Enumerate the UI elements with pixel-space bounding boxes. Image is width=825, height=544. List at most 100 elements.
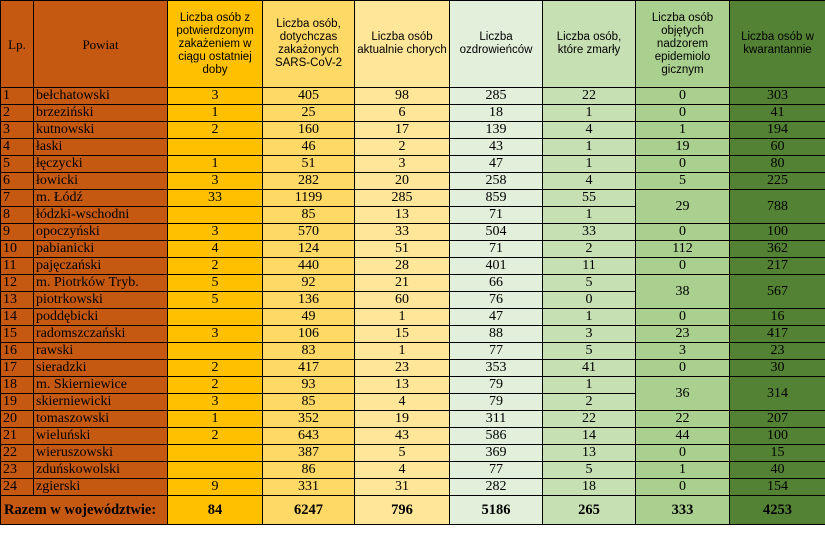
table-body: 1 bełchatowski 3 405 98 285 22 0 303 2 brzeziński 1… <box>0 87 825 496</box>
cell-died: 1 <box>542 138 636 156</box>
cell-recovered: 71 <box>449 206 543 224</box>
cell-lp: 17 <box>0 359 34 377</box>
cell-powiat: zduńskowolski <box>33 461 168 479</box>
cell-powiat: brzeziński <box>33 104 168 122</box>
cell-lp: 20 <box>0 410 34 428</box>
cell-currently-ill: 31 <box>354 478 450 496</box>
cell-recovered: 401 <box>449 257 543 275</box>
cell-confirmed-24h <box>167 461 263 479</box>
total-died: 265 <box>542 495 636 525</box>
cell-confirmed-24h: 1 <box>167 410 263 428</box>
cell-quarantine: 567 <box>729 274 825 309</box>
table-row: 2 brzeziński 1 25 6 18 1 0 41 <box>0 104 825 122</box>
table-row: 9 opoczyński 3 570 33 504 33 0 100 <box>0 223 825 241</box>
cell-epi-supervision: 0 <box>635 87 730 105</box>
cell-quarantine: 154 <box>729 478 825 496</box>
total-label: Razem w województwie: <box>0 495 168 525</box>
cell-recovered: 71 <box>449 240 543 258</box>
cell-quarantine: 80 <box>729 155 825 173</box>
cell-currently-ill: 13 <box>354 206 450 224</box>
cell-confirmed-24h: 5 <box>167 291 263 309</box>
cell-epi-supervision: 5 <box>635 172 730 190</box>
cell-quarantine: 362 <box>729 240 825 258</box>
cell-epi-supervision: 19 <box>635 138 730 156</box>
cell-lp: 18 <box>0 376 34 394</box>
cell-powiat: m. Skierniewice <box>33 376 168 394</box>
cell-recovered: 859 <box>449 189 543 207</box>
cell-infected-total: 51 <box>262 155 355 173</box>
cell-recovered: 66 <box>449 274 543 292</box>
cell-infected-total: 643 <box>262 427 355 445</box>
cell-quarantine: 194 <box>729 121 825 139</box>
cell-currently-ill: 15 <box>354 325 450 343</box>
cell-currently-ill: 23 <box>354 359 450 377</box>
table-row: 20 tomaszowski 1 352 19 311 22 22 207 <box>0 410 825 428</box>
cell-currently-ill: 6 <box>354 104 450 122</box>
cell-currently-ill: 33 <box>354 223 450 241</box>
cell-confirmed-24h: 2 <box>167 359 263 377</box>
cell-currently-ill: 13 <box>354 376 450 394</box>
cell-recovered: 79 <box>449 393 543 411</box>
header-quarantine: Liczba osób w kwarantannie <box>729 0 825 88</box>
cell-powiat: poddębicki <box>33 308 168 326</box>
cell-recovered: 77 <box>449 461 543 479</box>
cell-infected-total: 92 <box>262 274 355 292</box>
cell-confirmed-24h: 1 <box>167 155 263 173</box>
cell-lp: 7 <box>0 189 34 207</box>
total-recovered: 5186 <box>449 495 543 525</box>
cell-epi-supervision: 29 <box>635 189 730 224</box>
cell-recovered: 139 <box>449 121 543 139</box>
cell-infected-total: 85 <box>262 206 355 224</box>
cell-lp: 8 <box>0 206 34 224</box>
cell-confirmed-24h: 2 <box>167 121 263 139</box>
cell-quarantine: 15 <box>729 444 825 462</box>
cell-powiat: łowicki <box>33 172 168 190</box>
cell-died: 33 <box>542 223 636 241</box>
cell-currently-ill: 60 <box>354 291 450 309</box>
cell-confirmed-24h: 3 <box>167 393 263 411</box>
cell-died: 22 <box>542 410 636 428</box>
cell-recovered: 353 <box>449 359 543 377</box>
cell-lp: 4 <box>0 138 34 156</box>
cell-infected-total: 136 <box>262 291 355 309</box>
cell-quarantine: 23 <box>729 342 825 360</box>
cell-powiat: zgierski <box>33 478 168 496</box>
cell-epi-supervision: 23 <box>635 325 730 343</box>
cell-died: 14 <box>542 427 636 445</box>
cell-lp: 12 <box>0 274 34 292</box>
total-currently-ill: 796 <box>354 495 450 525</box>
cell-powiat: pajęczański <box>33 257 168 275</box>
header-infected-total: Liczba osób, dotychczas zakażonych SARS-… <box>262 0 355 88</box>
cell-lp: 21 <box>0 427 34 445</box>
cell-died: 18 <box>542 478 636 496</box>
cell-currently-ill: 20 <box>354 172 450 190</box>
cell-lp: 5 <box>0 155 34 173</box>
cell-recovered: 285 <box>449 87 543 105</box>
header-row: Lp. Powiat Liczba osób z potwierdzonym z… <box>0 0 825 88</box>
header-currently-ill: Liczba osób aktualnie chorych <box>354 0 450 88</box>
cell-infected-total: 440 <box>262 257 355 275</box>
cell-died: 1 <box>542 308 636 326</box>
cell-infected-total: 106 <box>262 325 355 343</box>
cell-infected-total: 25 <box>262 104 355 122</box>
cell-quarantine: 788 <box>729 189 825 224</box>
cell-powiat: bełchatowski <box>33 87 168 105</box>
cell-powiat: tomaszowski <box>33 410 168 428</box>
table-row: 1 bełchatowski 3 405 98 285 22 0 303 <box>0 87 825 105</box>
cell-died: 1 <box>542 206 636 224</box>
cell-died: 5 <box>542 342 636 360</box>
cell-lp: 2 <box>0 104 34 122</box>
cell-infected-total: 331 <box>262 478 355 496</box>
cell-quarantine: 314 <box>729 376 825 411</box>
cell-epi-supervision: 3 <box>635 342 730 360</box>
cell-powiat: kutnowski <box>33 121 168 139</box>
table-row: 3 kutnowski 2 160 17 139 4 1 194 <box>0 121 825 139</box>
cell-confirmed-24h: 1 <box>167 104 263 122</box>
table-row: 16 rawski 83 1 77 5 3 23 <box>0 342 825 360</box>
cell-confirmed-24h: 3 <box>167 223 263 241</box>
header-powiat: Powiat <box>33 0 168 88</box>
cell-died: 55 <box>542 189 636 207</box>
cell-epi-supervision: 0 <box>635 478 730 496</box>
cell-infected-total: 570 <box>262 223 355 241</box>
cell-currently-ill: 3 <box>354 155 450 173</box>
